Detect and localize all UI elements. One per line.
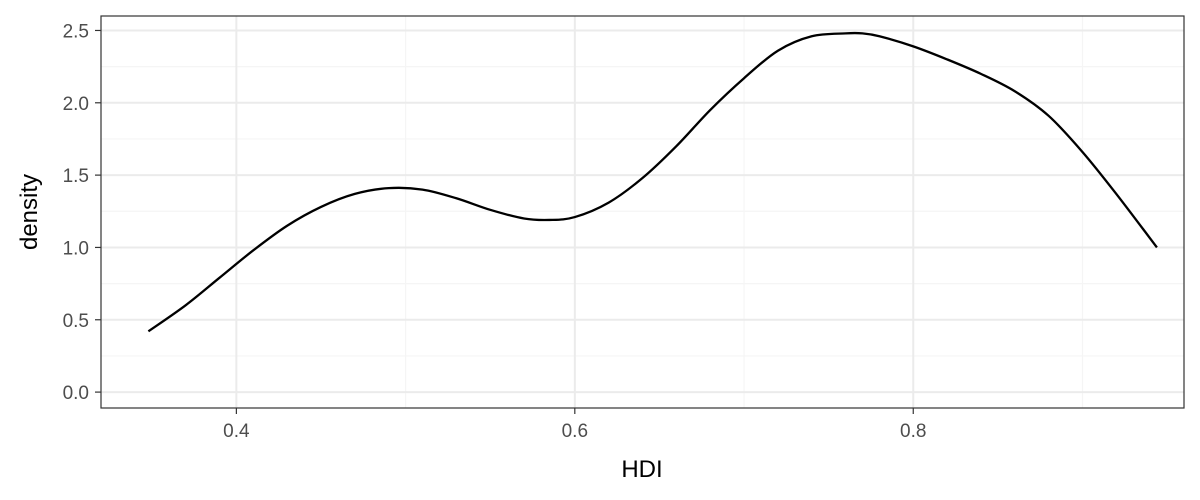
density-curve	[147, 31, 1158, 333]
plot-background	[101, 16, 1184, 408]
y-tick-label: 1.5	[63, 166, 89, 187]
x-tick-label: 0.6	[562, 421, 588, 442]
y-tick-label: 0.0	[63, 383, 89, 404]
x-tick-label: 0.8	[900, 421, 926, 442]
x-axis-title: HDI	[621, 456, 662, 483]
y-tick-label: 2.5	[63, 21, 89, 42]
x-axis: 0.4 0.6 0.8	[223, 408, 926, 442]
series-layer	[147, 31, 1158, 333]
y-tick-label: 1.0	[63, 238, 89, 259]
panel-border	[100, 15, 1185, 409]
y-tick-label: 2.0	[63, 94, 89, 115]
y-tick-label: 0.5	[63, 311, 89, 332]
major-gridlines	[101, 16, 1184, 408]
minor-gridlines	[101, 16, 1184, 408]
x-tick-label: 0.4	[223, 421, 250, 442]
y-axis-title: density	[16, 174, 43, 250]
y-axis: 0.0 0.5 1.0 1.5 2.0 2.5	[63, 21, 101, 404]
